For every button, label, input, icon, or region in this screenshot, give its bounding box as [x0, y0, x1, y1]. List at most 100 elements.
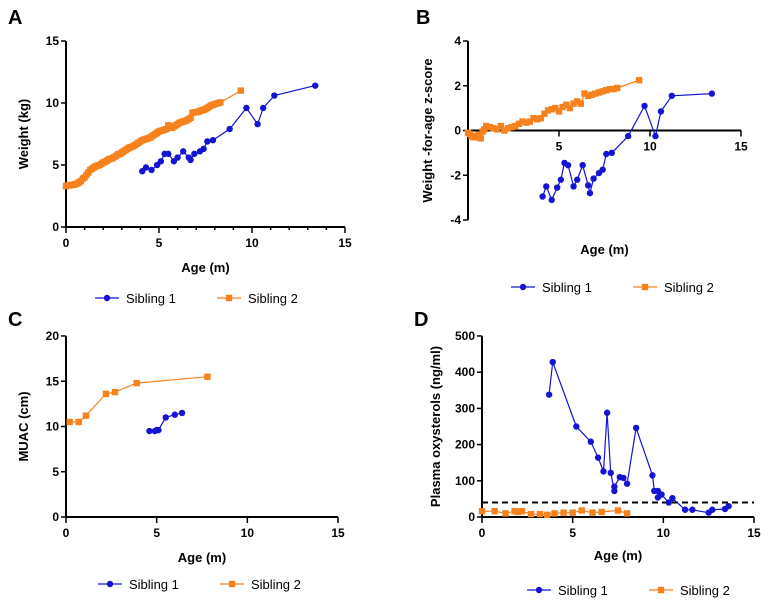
data-point: [217, 99, 224, 106]
data-point: [162, 414, 169, 421]
legend-label: Sibling 1: [129, 577, 179, 592]
data-point: [155, 426, 162, 434]
data-point: [533, 116, 541, 123]
series-sibling-2: [66, 373, 211, 426]
data-point: [599, 166, 606, 173]
data-point: [491, 508, 498, 515]
legend-marker-square: [657, 586, 665, 594]
data-point: [569, 509, 576, 516]
data-point: [475, 131, 483, 139]
data-point: [614, 84, 621, 92]
data-point: [178, 409, 186, 417]
data-point: [689, 506, 696, 513]
data-point: [595, 89, 603, 96]
data-point: [226, 125, 233, 133]
data-point: [481, 126, 488, 133]
data-point: [490, 125, 497, 132]
data-point: [548, 196, 555, 204]
y-tick-label: 0: [468, 510, 475, 524]
x-tick-label: 15: [734, 140, 748, 154]
data-point: [623, 510, 631, 517]
data-point: [574, 98, 581, 105]
data-point: [512, 122, 519, 130]
data-point: [508, 123, 515, 131]
data-point: [478, 508, 486, 515]
y-tick-label: 20: [46, 329, 60, 343]
legend-item: Sibling 1: [527, 583, 608, 598]
series-sibling-1: [539, 90, 716, 204]
series-sibling-1: [545, 358, 732, 516]
legend: Sibling 1 Sibling 2: [527, 583, 730, 598]
legend-item: Sibling 2: [633, 280, 714, 295]
y-axis-title: Weight -for-age z-score: [420, 58, 435, 202]
data-point: [598, 508, 605, 516]
data-point: [523, 119, 530, 126]
data-point: [577, 100, 585, 107]
data-point: [564, 161, 572, 169]
data-point: [614, 507, 622, 514]
x-tick-label: 5: [569, 526, 576, 540]
data-point: [200, 145, 207, 153]
data-point: [606, 85, 614, 93]
panel-letter: A: [8, 7, 22, 29]
data-point: [133, 379, 140, 387]
data-point: [611, 483, 618, 490]
data-point: [544, 511, 551, 519]
legend-label: Sibling 2: [248, 291, 298, 306]
data-point: [146, 427, 153, 435]
data-point: [589, 509, 596, 516]
data-point: [623, 480, 631, 487]
data-point: [187, 114, 194, 122]
y-tick-label: 200: [455, 438, 475, 452]
data-point: [590, 175, 597, 182]
data-point: [649, 472, 656, 479]
data-point: [603, 150, 610, 158]
data-point: [526, 118, 534, 125]
data-point: [557, 176, 565, 183]
data-point: [559, 103, 566, 111]
data-point: [658, 491, 665, 498]
data-point: [171, 411, 178, 418]
data-point: [725, 502, 732, 510]
y-tick-label: 5: [52, 158, 59, 172]
series-sibling-2: [62, 87, 245, 190]
data-point: [519, 118, 526, 125]
data-point: [574, 176, 581, 183]
x-tick-label: 10: [241, 526, 255, 540]
data-point: [271, 92, 278, 99]
data-point: [163, 125, 170, 133]
data-point: [620, 474, 627, 482]
data-point: [573, 423, 580, 430]
x-axis-title: Age (m): [594, 548, 642, 563]
legend-marker-circle: [535, 586, 543, 594]
data-point: [486, 123, 494, 131]
data-point: [544, 107, 552, 114]
data-point: [179, 148, 187, 155]
data-point: [515, 508, 522, 516]
x-tick-label: 5: [556, 140, 563, 154]
x-tick-label: 10: [245, 236, 259, 250]
data-point: [237, 87, 245, 94]
data-point: [530, 114, 537, 122]
data-point: [548, 106, 555, 113]
data-point: [665, 499, 672, 506]
data-point: [165, 150, 172, 158]
panel-d: D 0 100 200 300 400 500 0 5 10 15 Age (m) Plasma oxy…: [414, 309, 761, 598]
data-point: [243, 104, 250, 112]
data-point: [82, 412, 90, 419]
legend-marker-circle: [519, 283, 527, 291]
legend-label: Sibling 1: [558, 583, 608, 598]
legend-marker-circle: [106, 580, 114, 588]
data-point: [592, 90, 599, 97]
data-point: [511, 508, 518, 515]
data-point: [552, 104, 559, 112]
data-point: [594, 454, 602, 461]
data-point: [551, 510, 558, 517]
x-tick-label: 10: [643, 140, 657, 154]
y-tick-label: 2: [454, 79, 461, 93]
x-tick-label: 15: [747, 526, 761, 540]
data-point: [652, 132, 659, 140]
series-line: [548, 361, 729, 514]
data-point: [541, 110, 548, 117]
data-point: [607, 469, 614, 477]
